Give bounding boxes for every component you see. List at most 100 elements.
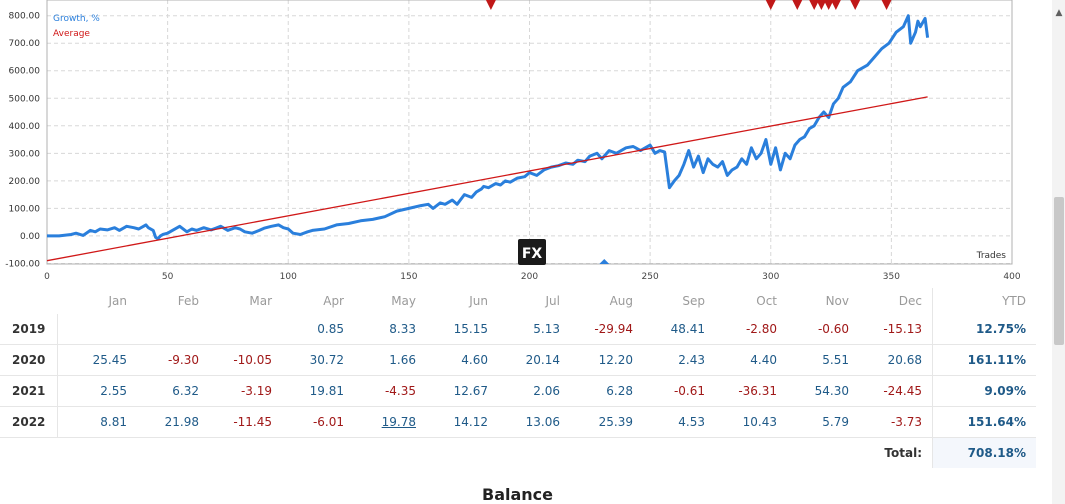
- month-value: 4.53: [643, 406, 715, 438]
- month-value: 1.66: [354, 344, 426, 376]
- y-tick-label: 400.00: [9, 122, 41, 132]
- month-value: -6.01: [282, 406, 354, 438]
- legend-average: Average: [53, 29, 90, 39]
- x-tick-label: 0: [44, 272, 50, 282]
- month-value: 5.79: [787, 406, 859, 438]
- balance-section-title: Balance: [482, 485, 553, 504]
- deposit-marker: [485, 0, 496, 10]
- month-value: [209, 314, 282, 345]
- month-value: 20.68: [859, 344, 933, 376]
- y-tick-label: 0.00: [20, 232, 40, 242]
- ytd-value: 12.75%: [932, 314, 1036, 345]
- month-value: [137, 314, 209, 345]
- month-value: 20.14: [498, 344, 570, 376]
- month-header: Mar: [249, 294, 272, 308]
- month-value-link[interactable]: 19.78: [354, 406, 426, 438]
- x-tick-label: 100: [280, 272, 297, 282]
- month-value: 4.60: [426, 344, 498, 376]
- month-value: -15.13: [859, 314, 933, 345]
- month-header: Sep: [682, 294, 705, 308]
- table-row: 2020 25.45 -9.30 -10.05 30.72 1.66 4.60 20.14 12…: [0, 344, 1036, 376]
- chart-series: [46, 14, 930, 262]
- x-tick-label: 300: [762, 272, 779, 282]
- deposit-marker: [850, 0, 861, 10]
- month-value: 2.55: [57, 375, 137, 407]
- month-value: -3.73: [859, 406, 933, 438]
- triangle-up-icon[interactable]: ▲: [1055, 8, 1063, 18]
- deposit-marker: [765, 0, 776, 10]
- watermark-logo: FX: [518, 239, 546, 265]
- month-value: 12.67: [426, 375, 498, 407]
- month-value: -9.30: [137, 344, 209, 376]
- month-header: Feb: [177, 294, 199, 308]
- x-tick-label: 400: [1003, 272, 1020, 282]
- average-series-line: [46, 96, 928, 262]
- month-value: 2.06: [498, 375, 570, 407]
- y-tick-label: 500.00: [9, 94, 41, 104]
- x-tick-label: 350: [883, 272, 900, 282]
- month-value: 12.20: [570, 344, 643, 376]
- month-value: 21.98: [137, 406, 209, 438]
- y-tick-label: 700.00: [9, 39, 41, 49]
- watermark-text: FX: [522, 246, 543, 262]
- withdrawal-marker: [599, 259, 610, 264]
- total-row: Total: 708.18%: [0, 437, 1036, 468]
- month-value: 13.06: [498, 406, 570, 438]
- growth-chart: 0 50 100 150 200 250 300 350 400 -100.00 0.00 100.0…: [5, 0, 1021, 282]
- deposit-marker: [823, 0, 834, 10]
- month-value: 25.45: [57, 344, 137, 376]
- ytd-value: 9.09%: [932, 375, 1036, 407]
- month-value: 6.28: [570, 375, 643, 407]
- month-header: Aug: [609, 294, 633, 308]
- year-cell: 2019: [0, 314, 58, 345]
- month-value: 14.12: [426, 406, 498, 438]
- x-axis-label: Trades: [976, 251, 1007, 261]
- ytd-value: 151.64%: [932, 406, 1036, 438]
- monthly-returns-table: Jan Feb Mar Apr May Jun Jul Aug Sep Oct …: [0, 288, 1036, 468]
- month-value: -10.05: [209, 344, 282, 376]
- total-label: Total:: [884, 446, 922, 460]
- year-cell: 2021: [0, 375, 58, 407]
- month-header: Apr: [323, 294, 344, 308]
- y-tick-label: -100.00: [5, 259, 40, 269]
- table-header-row: Jan Feb Mar Apr May Jun Jul Aug Sep Oct …: [0, 288, 1036, 314]
- month-value: 25.39: [570, 406, 643, 438]
- total-value: 708.18%: [932, 437, 1036, 468]
- deposit-marker: [830, 0, 841, 10]
- month-value: 15.15: [426, 314, 498, 345]
- month-value: 8.81: [57, 406, 137, 438]
- chart-axes: 0 50 100 150 200 250 300 350 400 -100.00 0.00 100.0…: [5, 12, 1021, 282]
- month-value: -0.60: [787, 314, 859, 345]
- ytd-header: YTD: [932, 288, 1036, 314]
- x-tick-label: 150: [400, 272, 417, 282]
- month-value: -29.94: [570, 314, 643, 345]
- month-value: 5.13: [498, 314, 570, 345]
- month-value: -2.80: [715, 314, 787, 345]
- x-tick-label: 200: [521, 272, 538, 282]
- month-header: Jun: [469, 294, 488, 308]
- month-header: Dec: [898, 294, 922, 308]
- month-value: -36.31: [715, 375, 787, 407]
- year-header: [0, 288, 57, 314]
- month-value: 54.30: [787, 375, 859, 407]
- table-row: 2019 0.85 8.33 15.15 5.13 -29.94 48.41 -2.80 -0.…: [0, 314, 1036, 345]
- scrollbar-thumb[interactable]: [1054, 197, 1064, 345]
- month-header: Nov: [825, 294, 849, 308]
- month-value: -11.45: [209, 406, 282, 438]
- month-value: 19.81: [282, 375, 354, 407]
- month-value: 8.33: [354, 314, 426, 345]
- chart-markers: [485, 0, 892, 264]
- month-value: -3.19: [209, 375, 282, 407]
- month-value: 48.41: [643, 314, 715, 345]
- month-value: 6.32: [137, 375, 209, 407]
- x-tick-label: 50: [162, 272, 174, 282]
- month-value: 10.43: [715, 406, 787, 438]
- month-value: 2.43: [643, 344, 715, 376]
- month-header: Jul: [545, 294, 560, 308]
- month-value: -0.61: [643, 375, 715, 407]
- month-header: May: [391, 294, 416, 308]
- year-cell: 2022: [0, 406, 58, 438]
- deposit-marker: [816, 0, 827, 10]
- month-value: 5.51: [787, 344, 859, 376]
- deposit-marker: [792, 0, 803, 10]
